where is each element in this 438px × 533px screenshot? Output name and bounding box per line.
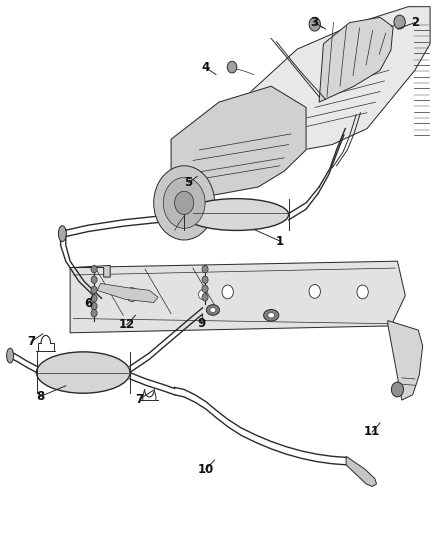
Text: 11: 11: [364, 425, 380, 439]
Circle shape: [227, 61, 237, 73]
Circle shape: [91, 276, 97, 284]
Polygon shape: [346, 456, 377, 487]
Text: 12: 12: [119, 318, 135, 332]
Text: 1: 1: [276, 235, 284, 247]
Polygon shape: [388, 320, 423, 400]
Text: 10: 10: [198, 463, 214, 475]
Polygon shape: [319, 17, 393, 102]
Circle shape: [163, 177, 205, 228]
Circle shape: [126, 288, 138, 302]
Circle shape: [91, 265, 97, 273]
Circle shape: [91, 310, 97, 317]
Text: 7: 7: [136, 393, 144, 406]
Ellipse shape: [210, 308, 216, 312]
Polygon shape: [171, 86, 306, 203]
Text: 5: 5: [184, 176, 193, 189]
Ellipse shape: [184, 199, 289, 230]
Ellipse shape: [268, 313, 275, 318]
Text: 9: 9: [198, 317, 206, 330]
Circle shape: [175, 191, 194, 215]
Circle shape: [394, 15, 405, 29]
Polygon shape: [97, 284, 158, 303]
Text: 3: 3: [311, 16, 319, 29]
Ellipse shape: [58, 225, 66, 241]
Circle shape: [357, 285, 368, 299]
Circle shape: [202, 285, 208, 293]
Text: 2: 2: [411, 16, 419, 29]
Circle shape: [198, 290, 206, 300]
Circle shape: [202, 276, 208, 284]
Circle shape: [202, 265, 208, 273]
Circle shape: [91, 286, 97, 294]
Circle shape: [309, 285, 321, 298]
Polygon shape: [70, 261, 405, 333]
Ellipse shape: [264, 310, 279, 321]
Ellipse shape: [7, 348, 14, 363]
Text: 4: 4: [202, 61, 210, 74]
Ellipse shape: [36, 352, 130, 393]
Circle shape: [202, 294, 208, 301]
Ellipse shape: [206, 305, 219, 316]
Circle shape: [391, 382, 403, 397]
Circle shape: [91, 295, 97, 302]
Text: 8: 8: [36, 390, 45, 403]
Circle shape: [309, 17, 321, 31]
Text: 7: 7: [27, 335, 35, 348]
Text: 6: 6: [84, 297, 92, 310]
Circle shape: [91, 303, 97, 310]
Circle shape: [154, 166, 215, 240]
Polygon shape: [73, 265, 110, 277]
Polygon shape: [245, 7, 430, 160]
Circle shape: [222, 285, 233, 299]
